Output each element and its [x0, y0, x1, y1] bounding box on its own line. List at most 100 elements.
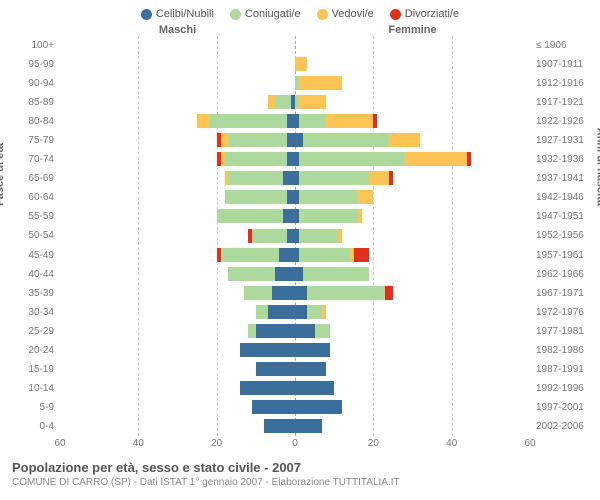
bar-segment [228, 171, 283, 185]
bar-segment [354, 248, 370, 262]
bar-segment [405, 152, 468, 166]
footer: Popolazione per età, sesso e stato civil… [0, 452, 600, 488]
bar-row [60, 151, 530, 168]
legend-item: Divorziati/e [390, 8, 459, 20]
gender-headers: Maschi Femmine [0, 24, 600, 36]
bar-segment [209, 114, 287, 128]
age-label: 15-19 [0, 364, 54, 375]
legend-swatch [390, 9, 401, 20]
legend-label: Coniugati/e [245, 8, 301, 20]
age-label: 35-39 [0, 288, 54, 299]
bar-segment [240, 343, 295, 357]
bar-segment [299, 114, 326, 128]
birth-label: 1917-1921 [536, 97, 600, 108]
legend-swatch [317, 9, 328, 20]
bar-segment [275, 267, 295, 281]
birth-label: 1982-1986 [536, 345, 600, 356]
bar-segment [295, 343, 330, 357]
bar-segment [358, 190, 374, 204]
bar-segment [228, 267, 275, 281]
bar-row [60, 228, 530, 245]
male-header: Maschi [60, 24, 295, 36]
x-tick: 60 [54, 438, 65, 449]
x-tick: 0 [292, 438, 298, 449]
age-label: 45-49 [0, 250, 54, 261]
bar-segment [295, 381, 334, 395]
y-left-label: Fasce di età [0, 143, 6, 206]
bar-segment [225, 152, 288, 166]
age-label: 40-44 [0, 269, 54, 280]
bar-segment [283, 171, 295, 185]
bar-segment [268, 305, 295, 319]
age-label: 100+ [0, 40, 54, 51]
bar-segment [295, 133, 303, 147]
bar-segment [268, 95, 276, 109]
bar-segment [221, 133, 229, 147]
birth-label: 1912-1916 [536, 78, 600, 89]
bar-segment [295, 324, 315, 338]
bar-segment [299, 209, 358, 223]
birth-label: 1987-1991 [536, 364, 600, 375]
legend-item: Celibi/Nubili [141, 8, 214, 20]
bar-segment [264, 419, 295, 433]
bar-segment [389, 171, 393, 185]
bar-segment [287, 133, 295, 147]
age-label: 80-84 [0, 116, 54, 127]
bar-segment [287, 114, 295, 128]
bar-segment [385, 286, 393, 300]
age-label: 55-59 [0, 211, 54, 222]
age-label: 25-29 [0, 326, 54, 337]
bar-segment [256, 362, 295, 376]
birth-label: 1967-1971 [536, 288, 600, 299]
birth-label: 1932-1936 [536, 154, 600, 165]
bar-segment [295, 419, 322, 433]
legend-item: Coniugati/e [230, 8, 301, 20]
y-axis-left: Fasce di età 100+95-9990-9485-8980-8475-… [0, 36, 60, 436]
age-label: 30-34 [0, 307, 54, 318]
chart: Fasce di età 100+95-9990-9485-8980-8475-… [0, 36, 600, 436]
birth-label: 1997-2001 [536, 402, 600, 413]
bar-row [60, 94, 530, 111]
bar-row [60, 418, 530, 435]
bar-segment [299, 248, 350, 262]
plot-area [60, 36, 530, 436]
x-ticks: 6040200204060 [60, 438, 530, 452]
bar-row [60, 189, 530, 206]
bar-row [60, 170, 530, 187]
age-label: 95-99 [0, 59, 54, 70]
birth-label: 1942-1946 [536, 192, 600, 203]
legend-swatch [230, 9, 241, 20]
bar-row [60, 342, 530, 359]
x-tick: 20 [211, 438, 222, 449]
bar-row [60, 399, 530, 416]
bar-row [60, 285, 530, 302]
bar-row [60, 208, 530, 225]
birth-label: 1922-1926 [536, 116, 600, 127]
bar-segment [295, 400, 342, 414]
legend-item: Vedovi/e [317, 8, 374, 20]
age-label: 10-14 [0, 383, 54, 394]
age-label: 85-89 [0, 97, 54, 108]
x-tick: 40 [133, 438, 144, 449]
y-right-label: Anni di nascita [594, 128, 600, 206]
birth-label: 1927-1931 [536, 135, 600, 146]
x-tick: 40 [446, 438, 457, 449]
bar-segment [299, 76, 342, 90]
female-header: Femmine [295, 24, 530, 36]
birth-label: ≤ 1906 [536, 40, 600, 51]
bar-segment [287, 190, 295, 204]
bar-segment [315, 324, 331, 338]
bar-segment [369, 171, 389, 185]
legend-label: Divorziati/e [405, 8, 459, 20]
chart-subtitle: COMUNE DI CARRO (SP) - Dati ISTAT 1° gen… [12, 477, 588, 488]
bar-row [60, 323, 530, 340]
age-label: 65-69 [0, 173, 54, 184]
legend-swatch [141, 9, 152, 20]
bar-segment [299, 171, 370, 185]
x-tick: 60 [524, 438, 535, 449]
age-label: 60-64 [0, 192, 54, 203]
bar-segment [299, 152, 405, 166]
bar-row [60, 56, 530, 73]
bar-segment [295, 57, 307, 71]
bar-segment [221, 248, 280, 262]
